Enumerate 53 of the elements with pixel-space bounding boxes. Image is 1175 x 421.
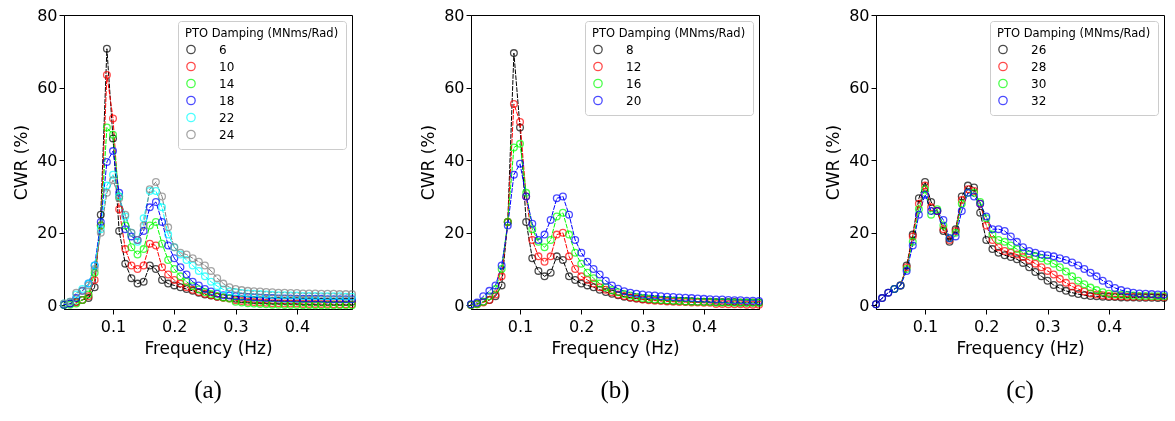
legend-title: PTO Damping (MNms/Rad)	[592, 26, 746, 40]
legend-label: 26	[1031, 42, 1047, 57]
x-tick-label: 0.4	[284, 316, 311, 336]
text: (b)	[600, 376, 630, 404]
y-tick-label: 20	[849, 223, 870, 243]
legend-label: 18	[219, 93, 235, 108]
legend-label: 32	[1031, 93, 1047, 108]
legend-label: 24	[219, 127, 235, 142]
x-tick-label: 0.1	[507, 316, 534, 336]
legend-label: 6	[219, 42, 227, 57]
legend-label: 12	[626, 59, 642, 74]
y-tick-label: 40	[37, 150, 58, 170]
legend-label: 28	[1031, 59, 1047, 74]
x-tick-label: 0.2	[569, 316, 595, 336]
x-tick-label: 0.3	[630, 316, 656, 336]
legend-label: 8	[626, 42, 634, 57]
x-tick-label: 0.4	[1096, 316, 1123, 336]
legend-title: PTO Damping (MNms/Rad)	[185, 26, 339, 40]
y-tick-label: 40	[444, 150, 465, 170]
x-tick-label: 0.3	[1035, 316, 1061, 336]
x-tick-label: 0.4	[691, 316, 718, 336]
text: (a)	[194, 376, 222, 404]
y-tick-label: 60	[444, 78, 465, 98]
text: (c)	[1006, 376, 1034, 404]
y-axis-title: CWR (%)	[11, 124, 32, 201]
y-axis-title: CWR (%)	[823, 124, 844, 201]
x-axis-title: Frequency (Hz)	[144, 337, 273, 358]
x-axis-title: Frequency (Hz)	[551, 337, 680, 358]
y-tick-label: 80	[849, 5, 870, 25]
y-tick-label: 0	[859, 295, 870, 315]
legend-label: 10	[219, 59, 235, 74]
x-tick-label: 0.3	[223, 316, 249, 336]
x-tick-label: 0.2	[162, 316, 188, 336]
x-tick-label: 0.2	[974, 316, 1000, 336]
y-tick-label: 40	[849, 150, 870, 170]
x-tick-label: 0.1	[912, 316, 939, 336]
y-tick-label: 0	[47, 295, 58, 315]
legend-title: PTO Damping (MNms/Rad)	[997, 26, 1151, 40]
y-tick-label: 20	[37, 223, 58, 243]
y-tick-label: 80	[37, 5, 58, 25]
x-axis-title: Frequency (Hz)	[956, 337, 1085, 358]
legend-label: 30	[1031, 76, 1047, 91]
y-tick-label: 80	[444, 5, 465, 25]
y-tick-label: 0	[454, 295, 465, 315]
legend-label: 14	[219, 76, 235, 91]
legend-label: 22	[219, 110, 235, 125]
y-tick-label: 60	[849, 78, 870, 98]
y-tick-label: 20	[444, 223, 465, 243]
legend-label: 20	[626, 93, 642, 108]
y-axis-title: CWR (%)	[418, 124, 439, 201]
y-tick-label: 60	[37, 78, 58, 98]
x-tick-label: 0.1	[100, 316, 127, 336]
legend-label: 16	[626, 76, 642, 91]
